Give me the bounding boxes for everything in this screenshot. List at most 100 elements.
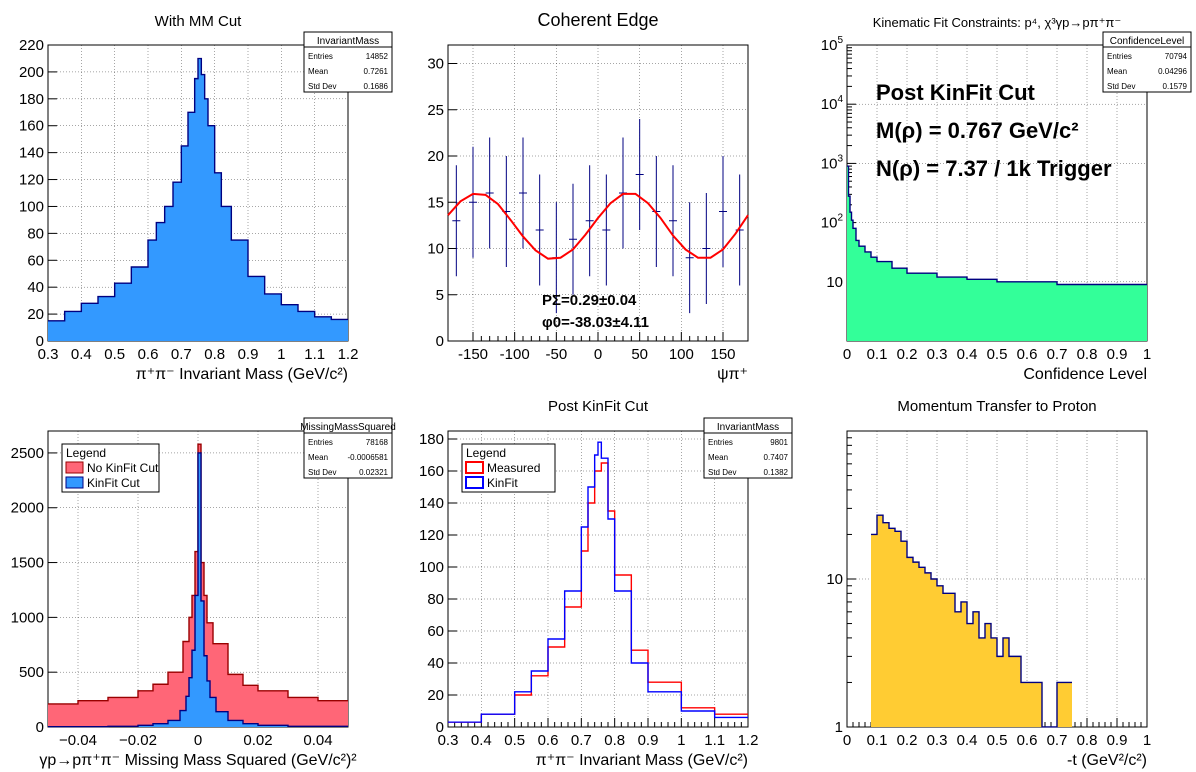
x-tick-label: −0.04 [59,732,97,749]
stats-value: 9801 [770,438,788,447]
y-tick-label: 20 [427,687,444,704]
x-tick-label: 0.5 [104,346,125,363]
series-1-outline [48,453,348,727]
stats-frame [703,417,793,479]
panel-post-kinfit-cut: 0.3 0.4 0.5 0.6 0.7 0.8 0.9 1 1.1 1.2 0 20 40 60 80 100… [419,398,793,769]
y-tick-label: 0 [36,719,44,736]
data-layer [871,515,1072,727]
histogram-outline [847,166,1147,284]
stats-value: 70794 [1165,52,1188,61]
stats-key: Std Dev [308,82,336,91]
legend-swatch [65,461,84,474]
stats-key: Mean [308,453,328,462]
stats-box: InvariantMass Entries 14852 Mean 0.7261 Std D… [303,31,393,93]
y-tick-label: 40 [427,655,444,672]
stats-key: Std Dev [1107,82,1135,91]
histogram-fill [871,515,1072,727]
x-tick-label: 0.4 [957,732,978,749]
y-tick-exponent: 4 [837,94,843,105]
x-tick-label: 0 [843,346,851,363]
panel-momentum-transfer: 0 0.1 0.2 0.3 0.4 0.5 0.6 0.7 0.8 0.9 1 1 10 Momentum… [826,398,1151,769]
x-tick-label: 0.3 [927,732,948,749]
stats-value: 0.7407 [764,453,789,462]
x-tick-label: 0.9 [238,346,259,363]
stats-box: MissingMassSquared Entries 78168 Mean -0.000… [300,417,396,479]
x-tick-label: −0.02 [119,732,157,749]
x-tick-label: 1.1 [304,346,325,363]
y-tick-label: 60 [427,623,444,640]
histogram-outline [48,58,348,320]
x-tick-label: 0.2 [897,346,918,363]
y-tick-label: 140 [19,145,44,162]
data-layer [48,58,348,341]
y-tick-label: 1000 [11,609,44,626]
y-tick-label: 0 [36,333,44,350]
x-axis-label: γp→pπ⁺π⁻ Missing Mass Squared (GeV/c²)² [39,752,357,769]
plot-frame [447,430,749,728]
y-tick-label: 2500 [11,445,44,462]
stats-box: InvariantMass Entries 9801 Mean 0.7407 Std De… [703,417,793,479]
stats-frame [303,417,393,479]
x-tick-label: 0.5 [987,732,1008,749]
x-tick-label: 0.02 [243,732,272,749]
x-tick-label: 0.3 [438,732,459,749]
y-tick-label: 120 [19,172,44,189]
x-tick-label: 150 [710,346,735,363]
x-tick-label: 0 [194,732,202,749]
y-tick-label: 15 [427,194,444,211]
stats-name: InvariantMass [717,422,779,433]
x-tick-label: 0.04 [303,732,332,749]
x-tick-label: 0.7 [171,346,192,363]
stats-value: 78168 [366,438,389,447]
y-tick-label: 1 [835,719,843,736]
x-tick-label: 1 [277,346,285,363]
stats-value: 0.7261 [364,67,389,76]
stats-value: 0.04296 [1158,67,1187,76]
legend-swatch [65,476,84,489]
x-tick-label: 1 [677,732,685,749]
chart-title: Coherent Edge [537,10,658,30]
histogram-outline [871,515,1072,727]
stats-name: InvariantMass [317,36,379,47]
y-tick-exponent: 5 [837,35,843,46]
x-axis-label: ψπ⁺ [717,366,748,383]
legend-title: Legend [466,446,506,460]
stats-box: ConfidenceLevel Entries 70794 Mean 0.04296 St… [1102,31,1192,93]
x-tick-label: 0.4 [471,732,492,749]
y-tick-label: 200 [19,64,44,81]
axes-group: 0.3 0.4 0.5 0.6 0.7 0.8 0.9 1 1.1 1.2 0 20 40 60 80 100… [419,430,758,749]
y-tick-label: 100 [419,559,444,576]
legend-label: No KinFit Cut [87,461,159,475]
x-tick-label: 0 [594,346,602,363]
stats-key: Entries [308,52,333,61]
y-tick-label: 10 [427,241,444,258]
legend-label: Measured [487,461,540,475]
y-tick-label: 0 [436,719,444,736]
stats-value: -0.0006581 [348,453,389,462]
x-tick-label: -100 [500,346,530,363]
x-tick-label: 0.7 [571,732,592,749]
x-tick-label: 0.9 [638,732,659,749]
stats-value: 0.02321 [359,468,388,477]
legend-title: Legend [66,446,106,460]
histogram-fill [48,58,348,341]
x-tick-label: 0.6 [538,732,559,749]
y-tick-label: 1500 [11,555,44,572]
x-tick-label: 0.6 [1017,346,1038,363]
x-tick-label: 50 [631,346,648,363]
y-tick-label: 102 [821,213,844,232]
series-0-outline [448,463,748,722]
x-tick-label: 0.8 [1077,732,1098,749]
stats-value: 0.1686 [364,82,389,91]
x-tick-label: 0 [843,732,851,749]
x-tick-label: 100 [669,346,694,363]
y-tick-label: 25 [427,102,444,119]
axes-group: 0 0.1 0.2 0.3 0.4 0.5 0.6 0.7 0.8 0.9 1 1 10 [826,430,1151,749]
chart-title: Kinematic Fit Constraints: p⁴, χ³γp→pπ⁺π… [873,15,1122,30]
data-layer [448,442,748,722]
histogram-fill [847,166,1147,341]
stats-frame [1102,31,1192,93]
y-tick-label: 0 [436,333,444,350]
stats-value: 0.1382 [764,468,789,477]
